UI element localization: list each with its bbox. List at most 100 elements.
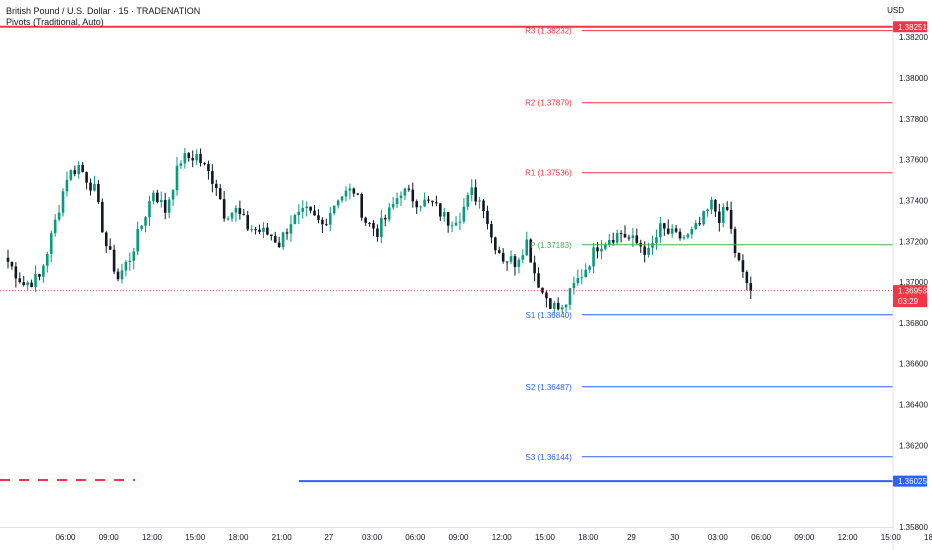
pivot-label-r3: R3 (1.38232)	[525, 27, 572, 36]
time-tick-label: 06:00	[405, 533, 426, 542]
price-tick-label: 1.38200	[899, 33, 928, 42]
candle-body	[678, 231, 682, 239]
candle-body	[733, 228, 737, 254]
candle-body	[729, 209, 733, 229]
candle-body	[163, 199, 167, 213]
candle-body	[328, 213, 332, 225]
candle-body	[230, 212, 234, 219]
candle-body	[101, 201, 104, 233]
candle-body	[108, 246, 112, 250]
candle-body	[494, 237, 497, 251]
time-tick-label: 12:00	[492, 533, 513, 542]
candle-body	[545, 292, 548, 299]
candle-body	[706, 209, 709, 212]
candle-body	[222, 199, 226, 219]
candle-body	[556, 302, 560, 310]
candle-body	[674, 228, 678, 232]
candle-body	[694, 223, 698, 230]
time-tick-label: 29	[627, 533, 636, 542]
price-tick-label: 1.35800	[899, 523, 928, 532]
indicator-title[interactable]: Pivots (Traditional, Auto)	[6, 17, 104, 27]
candle-body	[81, 164, 84, 173]
candle-body	[439, 203, 442, 217]
candle-body	[344, 190, 348, 197]
time-tick-label: 09:00	[794, 533, 815, 542]
time-tick-label: 12:00	[838, 533, 859, 542]
candle-body	[336, 200, 340, 206]
candle-body	[537, 273, 540, 288]
candle-body	[317, 215, 320, 220]
candle-body	[199, 154, 202, 164]
candle-body	[635, 235, 639, 243]
candle-body	[273, 236, 277, 243]
candle-body	[14, 266, 18, 279]
candle-body	[659, 223, 662, 238]
candle-body	[140, 225, 143, 229]
candle-body	[242, 214, 246, 216]
candle-body	[61, 191, 65, 213]
candle-body	[604, 244, 607, 249]
candle-body	[725, 206, 729, 210]
candle-body	[529, 239, 532, 263]
candle-body	[34, 274, 37, 288]
candle-body	[30, 282, 33, 288]
candle-body	[238, 208, 242, 215]
candle-body	[470, 187, 474, 196]
candle-body	[462, 206, 466, 222]
candle-body	[250, 229, 253, 231]
candle-body	[619, 233, 623, 235]
candle-body	[195, 154, 198, 161]
candle-body	[435, 202, 438, 204]
candle-body	[309, 206, 312, 211]
lower-level-text: 1.36025	[898, 477, 927, 486]
price-tick-label: 1.36600	[899, 360, 928, 369]
pivot-label-s1: S1 (1.36840)	[526, 311, 573, 320]
candle-body	[301, 208, 305, 212]
candle-body	[69, 170, 73, 180]
candle-body	[148, 201, 151, 218]
candle-body	[368, 222, 371, 224]
candle-body	[73, 170, 77, 175]
candle-body	[171, 190, 175, 200]
candle-body	[395, 198, 399, 204]
candle-body	[450, 225, 454, 227]
candle-body	[26, 282, 29, 285]
candle-body	[124, 261, 128, 271]
candle-body	[234, 208, 238, 213]
candle-body	[474, 187, 477, 202]
candle-body	[407, 188, 411, 190]
candle-body	[10, 261, 14, 267]
candle-body	[297, 211, 301, 216]
candle-body	[647, 247, 650, 255]
time-tick-label: 21:00	[272, 533, 293, 542]
candle-body	[376, 228, 379, 237]
candle-body	[372, 223, 375, 229]
candle-body	[156, 192, 159, 203]
candle-body	[458, 221, 462, 223]
time-tick-label: 15:00	[185, 533, 206, 542]
candle-body	[49, 233, 53, 254]
price-tick-label: 1.37000	[899, 278, 928, 287]
pivot-label-s2: S2 (1.36487)	[526, 383, 573, 392]
currency-label[interactable]: USD	[887, 6, 904, 15]
candle-body	[325, 224, 328, 226]
time-tick-label: 18:00	[924, 533, 932, 542]
candle-body	[564, 304, 568, 308]
price-tick-label: 1.36400	[899, 401, 928, 410]
time-tick-label: 15:00	[881, 533, 902, 542]
candle-body	[277, 242, 281, 248]
pivot-label-s3: S3 (1.36144)	[526, 453, 573, 462]
candle-body	[663, 223, 666, 229]
candle-body	[38, 274, 41, 277]
candle-body	[289, 224, 293, 234]
candle-body	[203, 163, 206, 165]
candle-body	[497, 250, 501, 253]
symbol-title[interactable]: British Pound / U.S. Dollar · 15 · TRADE…	[6, 6, 201, 16]
candle-body	[643, 246, 646, 255]
candle-body	[442, 212, 446, 217]
candle-body	[403, 188, 407, 196]
time-tick-label: 30	[670, 533, 679, 542]
candle-body	[651, 243, 654, 248]
candle-body	[541, 287, 544, 293]
